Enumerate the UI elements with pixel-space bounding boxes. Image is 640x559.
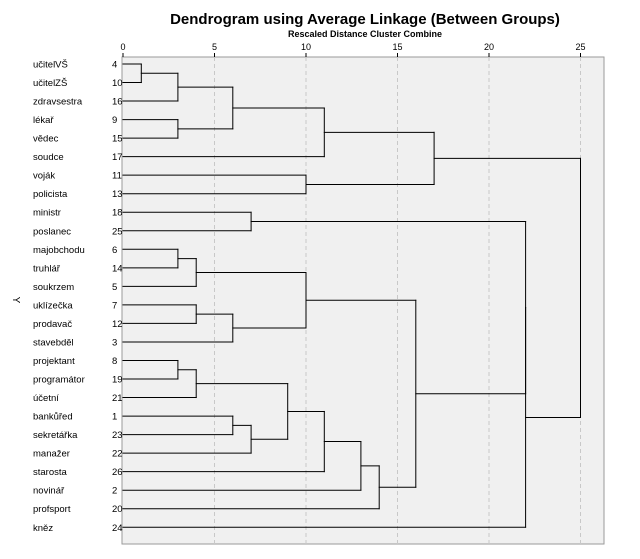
leaf-case-number: 17 bbox=[112, 152, 123, 163]
leaf-case-number: 9 bbox=[112, 115, 117, 126]
leaf-label: lékař bbox=[33, 115, 54, 126]
x-tick-label: 10 bbox=[301, 42, 311, 52]
leaf-case-number: 19 bbox=[112, 375, 123, 386]
leaf-case-number: 4 bbox=[112, 60, 117, 71]
leaf-label: novinář bbox=[33, 486, 65, 497]
leaf-case-number: 18 bbox=[112, 208, 123, 219]
leaf-case-number: 26 bbox=[112, 467, 123, 478]
leaf-label: zdravsestra bbox=[33, 97, 83, 108]
leaf-case-number: 21 bbox=[112, 393, 123, 404]
leaf-case-number: 8 bbox=[112, 356, 117, 367]
leaf-case-number: 20 bbox=[112, 504, 123, 515]
leaf-label: stavebděl bbox=[33, 337, 74, 348]
leaf-label: poslanec bbox=[33, 226, 71, 237]
leaf-case-number: 10 bbox=[112, 78, 123, 89]
leaf-case-number: 5 bbox=[112, 282, 117, 293]
leaf-case-number: 23 bbox=[112, 430, 123, 441]
leaf-case-number: 13 bbox=[112, 189, 123, 200]
leaf-label: projektant bbox=[33, 356, 75, 367]
x-tick-label: 0 bbox=[120, 42, 125, 52]
leaf-case-number: 22 bbox=[112, 449, 123, 460]
leaf-label: učitelVŠ bbox=[33, 60, 68, 71]
leaf-label: voják bbox=[33, 171, 55, 182]
x-tick-label: 25 bbox=[575, 42, 585, 52]
leaf-label: ministr bbox=[33, 208, 61, 219]
leaf-case-number: 15 bbox=[112, 134, 123, 145]
leaf-label: soudce bbox=[33, 152, 64, 163]
leaf-label: prodavač bbox=[33, 319, 72, 330]
x-axis-ticks: 0 5 10 15 20 25 bbox=[120, 42, 586, 57]
leaf-case-number: 11 bbox=[112, 171, 122, 182]
y-axis-label: Y bbox=[10, 297, 21, 304]
leaf-case-number: 6 bbox=[112, 245, 117, 256]
dendrogram-links bbox=[122, 63, 581, 528]
leaf-case-number: 14 bbox=[112, 263, 123, 274]
leaf-label: účetní bbox=[33, 393, 59, 404]
leaf-case-number: 2 bbox=[112, 486, 117, 497]
x-tick-label: 20 bbox=[484, 42, 494, 52]
leaf-label: sekretářka bbox=[33, 430, 78, 441]
leaf-label: soukrzem bbox=[33, 282, 74, 293]
leaf-case-number: 1 bbox=[112, 412, 117, 423]
leaf-label: policista bbox=[33, 189, 68, 200]
x-tick-label: 15 bbox=[392, 42, 402, 52]
leaf-label: bankůřed bbox=[33, 412, 73, 423]
leaf-case-number: 24 bbox=[112, 523, 123, 534]
leaf-label: manažer bbox=[33, 449, 70, 460]
leaf-label: profsport bbox=[33, 504, 71, 515]
leaf-case-number: 25 bbox=[112, 226, 123, 237]
leaf-case-number: 3 bbox=[112, 337, 117, 348]
leaf-label: učitelZŠ bbox=[33, 78, 67, 89]
leaf-label: uklízečka bbox=[33, 300, 73, 311]
leaf-label: truhlář bbox=[33, 263, 61, 274]
leaf-label: vědec bbox=[33, 134, 59, 145]
leaf-label: starosta bbox=[33, 467, 68, 478]
leaf-label: programátor bbox=[33, 375, 85, 386]
leaf-case-number: 7 bbox=[112, 300, 117, 311]
leaf-label: kněz bbox=[33, 523, 53, 534]
chart-subtitle: Rescaled Distance Cluster Combine bbox=[288, 29, 442, 39]
chart-title: Dendrogram using Average Linkage (Betwee… bbox=[170, 11, 560, 28]
leaf-label: majobchodu bbox=[33, 245, 85, 256]
x-tick-label: 5 bbox=[212, 42, 217, 52]
leaf-case-number: 16 bbox=[112, 97, 123, 108]
leaf-case-number: 12 bbox=[112, 319, 123, 330]
